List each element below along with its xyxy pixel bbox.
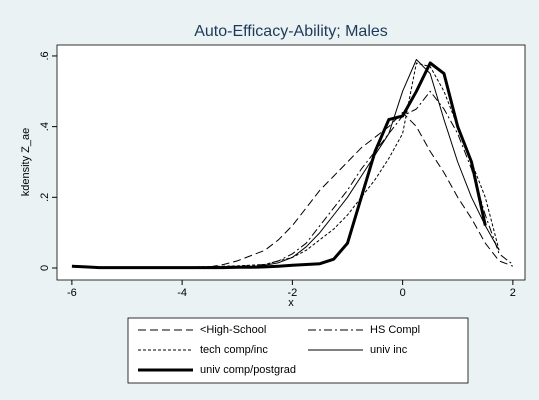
density-line xyxy=(209,90,514,268)
legend-label: univ comp/postgrad xyxy=(200,364,296,376)
density-line xyxy=(71,61,487,270)
legend-label: univ inc xyxy=(370,344,408,356)
y-tick-label: 0 xyxy=(39,265,51,271)
x-tick-label: -4 xyxy=(177,287,187,299)
density-line xyxy=(209,112,514,268)
x-axis-label: x xyxy=(288,297,294,309)
x-tick-label: 2 xyxy=(510,287,516,299)
y-tick-label: .4 xyxy=(39,122,51,131)
density-line xyxy=(237,59,500,268)
x-tick-label: -6 xyxy=(67,287,77,299)
legend-label: tech comp/inc xyxy=(200,344,268,356)
plot-area xyxy=(56,44,526,281)
x-tick-label: 0 xyxy=(400,287,406,299)
chart-title: Auto-Efficacy-Ability; Males xyxy=(194,23,388,40)
legend-label: HS Compl xyxy=(370,324,420,336)
y-tick-label: .6 xyxy=(39,51,51,60)
y-axis-label: kdensity Z_ae xyxy=(20,128,32,196)
legend-label: <High-School xyxy=(200,324,266,336)
x-tick-label: -2 xyxy=(287,287,297,299)
y-tick-label: .2 xyxy=(39,193,51,202)
